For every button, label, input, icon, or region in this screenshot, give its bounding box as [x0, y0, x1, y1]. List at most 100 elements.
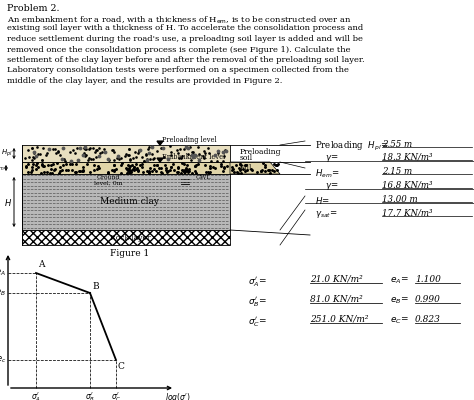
Point [70, 147, 77, 153]
Point [92, 147, 100, 153]
Point [50, 167, 58, 173]
Point [95, 144, 102, 151]
Point [189, 170, 196, 176]
Point [110, 157, 118, 164]
Point [82, 152, 89, 158]
Point [108, 147, 115, 154]
Point [139, 169, 146, 175]
Point [240, 166, 247, 172]
Text: $H_{em}$=: $H_{em}$= [315, 167, 340, 180]
Text: A: A [38, 260, 45, 269]
Point [79, 167, 87, 173]
Text: Preloading  $H_{pl}$=: Preloading $H_{pl}$= [315, 140, 389, 153]
Point [24, 169, 32, 175]
Point [195, 157, 203, 163]
Text: B: B [92, 282, 99, 291]
Text: Embankment level: Embankment level [162, 153, 225, 161]
Point [55, 170, 63, 176]
Point [257, 167, 264, 174]
Point [100, 146, 108, 152]
Point [38, 161, 46, 167]
Point [206, 169, 213, 175]
Point [112, 166, 119, 173]
Point [33, 143, 41, 150]
Text: reduce settlement during the road's use, a preloading soil layer is added and wi: reduce settlement during the road's use,… [7, 35, 363, 43]
Point [90, 162, 98, 168]
Text: 0.823: 0.823 [415, 315, 441, 324]
Polygon shape [182, 170, 188, 174]
Point [28, 156, 36, 163]
Point [85, 146, 93, 152]
Point [270, 161, 277, 167]
Text: $H_{pl}$: $H_{pl}$ [1, 148, 12, 159]
Text: 81.0 KN/m²: 81.0 KN/m² [310, 295, 363, 304]
Point [242, 162, 249, 168]
Point [129, 155, 137, 162]
Point [126, 167, 133, 173]
Polygon shape [127, 170, 133, 174]
Point [79, 168, 86, 174]
Point [187, 157, 195, 164]
Point [125, 151, 132, 158]
Point [175, 163, 182, 170]
Point [174, 164, 182, 171]
Point [213, 158, 220, 164]
Point [271, 168, 278, 175]
Point [146, 164, 154, 171]
Point [173, 147, 181, 153]
Point [150, 162, 158, 168]
Point [28, 145, 36, 151]
Point [157, 145, 165, 152]
Text: Ground: Ground [96, 175, 120, 180]
Point [89, 156, 97, 162]
Point [91, 149, 99, 156]
Point [228, 167, 236, 174]
Point [113, 155, 121, 162]
Point [140, 158, 147, 164]
Point [145, 170, 153, 176]
Point [123, 166, 130, 172]
Point [261, 163, 268, 170]
Point [39, 145, 47, 152]
Point [167, 164, 174, 170]
Point [125, 146, 133, 152]
Point [67, 158, 74, 164]
Text: level, 0m: level, 0m [94, 181, 122, 186]
Point [201, 162, 209, 168]
Text: Preloading: Preloading [240, 148, 282, 156]
Point [133, 165, 141, 171]
Point [104, 169, 112, 175]
Point [134, 150, 142, 156]
Point [126, 157, 134, 163]
Point [200, 152, 207, 159]
Point [217, 161, 224, 167]
Point [191, 152, 199, 159]
Text: $\sigma_B'$=: $\sigma_B'$= [248, 295, 267, 308]
Text: 2.55 m: 2.55 m [382, 140, 412, 149]
Text: 2.15 m: 2.15 m [382, 167, 412, 176]
Point [60, 144, 67, 151]
Point [132, 153, 139, 160]
Point [129, 166, 137, 172]
Point [265, 167, 273, 174]
Point [232, 162, 240, 168]
Point [189, 151, 196, 157]
Text: GWL: GWL [196, 175, 211, 180]
Point [166, 167, 173, 173]
Point [32, 162, 40, 168]
Point [208, 158, 215, 164]
Point [125, 152, 132, 158]
Point [223, 163, 231, 169]
Point [118, 161, 125, 168]
Point [170, 161, 177, 168]
Point [123, 170, 131, 176]
Point [93, 147, 100, 153]
Point [178, 153, 186, 159]
Point [195, 151, 202, 158]
Point [138, 164, 146, 170]
Point [211, 165, 219, 172]
Point [32, 153, 40, 159]
Point [183, 162, 191, 168]
Point [71, 169, 79, 175]
Point [40, 169, 47, 175]
